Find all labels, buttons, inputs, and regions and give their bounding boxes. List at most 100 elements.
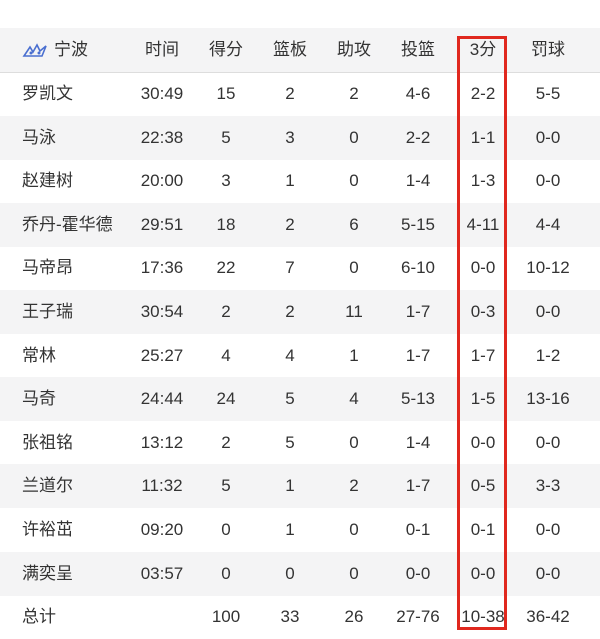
player-name[interactable]: 马泳 <box>22 127 56 147</box>
player-name[interactable]: 王子瑞 <box>22 302 73 321</box>
col-time[interactable]: 时间 <box>145 40 179 59</box>
three-pointers-cell: 1-7 <box>470 345 496 365</box>
points-cell: 22 <box>216 258 236 278</box>
rebounds-cell: 3 <box>285 127 295 147</box>
player-row[interactable]: 乔丹-霍华德 29:51 18 2 6 5-15 4-11 4-4 <box>0 202 600 247</box>
three-pointers-cell: 1-3 <box>470 171 496 191</box>
player-name[interactable]: 许裕茁 <box>22 520 73 539</box>
player-row[interactable]: 兰道尔 11:32 5 1 2 1-7 0-5 3-3 <box>0 464 600 509</box>
assists-cell: 2 <box>349 84 359 103</box>
total-row[interactable]: 总计 100 33 26 27-76 10-38 36-42 <box>0 595 600 639</box>
time-cell: 30:49 <box>140 84 184 103</box>
player-row[interactable]: 马奇 24:44 24 5 4 5-13 1-5 13-16 <box>0 377 600 422</box>
points-cell: 0 <box>221 520 231 539</box>
player-row[interactable]: 罗凯文 30:49 15 2 2 4-6 2-2 5-5 <box>0 72 600 116</box>
time-cell: 03:57 <box>140 563 184 583</box>
field-goals-cell: 1-4 <box>405 171 431 191</box>
rebounds-cell: 2 <box>285 84 295 103</box>
field-goals-cell: 1-4 <box>405 432 431 452</box>
free-throws-cell: 13-16 <box>526 389 570 409</box>
player-name[interactable]: 张祖铭 <box>22 432 73 452</box>
rebounds-cell: 5 <box>285 389 295 409</box>
rebounds-cell: 2 <box>285 214 295 234</box>
player-name[interactable]: 常林 <box>22 345 56 365</box>
points-cell: 4 <box>221 345 231 365</box>
player-name[interactable]: 总计 <box>22 607 56 627</box>
assists-cell: 26 <box>344 607 364 627</box>
field-goals-cell: 4-6 <box>405 84 431 103</box>
free-throws-cell: 0-0 <box>535 302 561 321</box>
player-name[interactable]: 赵建树 <box>22 171 73 191</box>
three-pointers-cell: 0-5 <box>470 476 496 496</box>
free-throws-cell: 4-4 <box>535 214 561 234</box>
field-goals-cell: 1-7 <box>405 345 431 365</box>
field-goals-cell: 6-10 <box>400 258 436 278</box>
rebounds-cell: 1 <box>285 171 295 191</box>
free-throws-cell: 1-2 <box>535 345 561 365</box>
points-cell: 15 <box>216 84 236 103</box>
three-point-highlight-box <box>457 36 507 630</box>
points-cell: 2 <box>221 432 231 452</box>
three-pointers-cell: 4-11 <box>466 214 500 234</box>
free-throws-cell: 0-0 <box>535 520 561 539</box>
player-row[interactable]: 常林 25:27 4 4 1 1-7 1-7 1-2 <box>0 334 600 378</box>
assists-cell: 1 <box>349 345 359 365</box>
assists-cell: 0 <box>349 171 359 191</box>
time-cell: 30:54 <box>140 302 184 321</box>
points-cell: 3 <box>221 171 231 191</box>
rebounds-cell: 33 <box>280 607 300 627</box>
free-throws-cell: 0-0 <box>535 171 561 191</box>
player-row[interactable]: 满奕呈 03:57 0 0 0 0-0 0-0 0-0 <box>0 551 600 596</box>
rebounds-cell: 1 <box>285 520 295 539</box>
field-goals-cell: 27-76 <box>396 607 440 627</box>
three-pointers-cell: 10-38 <box>461 607 505 627</box>
player-name[interactable]: 满奕呈 <box>22 563 73 583</box>
field-goals-cell: 5-15 <box>400 214 436 234</box>
col-rebounds[interactable]: 篮板 <box>273 40 307 59</box>
col-steals-partial[interactable]: 抢 <box>580 28 600 72</box>
points-cell: 5 <box>221 476 231 496</box>
points-cell: 24 <box>216 389 236 409</box>
player-row[interactable]: 许裕茁 09:20 0 1 0 0-1 0-1 0-0 <box>0 508 600 552</box>
col-three-pointers[interactable]: 3分 <box>469 40 497 59</box>
ningbo-team-logo-icon <box>22 42 47 57</box>
time-cell: 17:36 <box>140 258 184 278</box>
col-assists[interactable]: 助攻 <box>337 40 371 59</box>
free-throws-cell: 10-12 <box>526 258 570 278</box>
player-name[interactable]: 罗凯文 <box>22 84 73 103</box>
assists-cell: 2 <box>349 476 359 496</box>
three-pointers-cell: 0-3 <box>470 302 496 321</box>
field-goals-cell: 0-0 <box>405 563 431 583</box>
player-row[interactable]: 张祖铭 13:12 2 5 0 1-4 0-0 0-0 <box>0 421 600 465</box>
player-name[interactable]: 兰道尔 <box>22 476 73 496</box>
assists-cell: 0 <box>349 258 359 278</box>
rebounds-cell: 2 <box>285 302 295 321</box>
rebounds-cell: 5 <box>285 432 295 452</box>
free-throws-cell: 3-3 <box>535 476 561 496</box>
free-throws-cell: 36-42 <box>526 607 570 627</box>
team-name: 宁波 <box>54 40 88 59</box>
col-free-throws[interactable]: 罚球 <box>531 40 565 59</box>
team-header: 宁波 <box>22 28 142 72</box>
player-row[interactable]: 马帝昂 17:36 22 7 0 6-10 0-0 10-12 <box>0 246 600 293</box>
field-goals-cell: 1-7 <box>405 302 431 321</box>
free-throws-cell: 0-0 <box>535 127 561 147</box>
player-name[interactable]: 马帝昂 <box>22 258 73 278</box>
player-row[interactable]: 马泳 22:38 5 3 0 2-2 1-1 0-0 <box>0 115 600 160</box>
assists-cell: 0 <box>349 520 359 539</box>
time-cell: 24:44 <box>140 389 184 409</box>
col-field-goals[interactable]: 投篮 <box>401 40 435 59</box>
assists-cell: 0 <box>349 127 359 147</box>
points-cell: 0 <box>221 563 231 583</box>
player-row[interactable]: 赵建树 20:00 3 1 0 1-4 1-3 0-0 <box>0 159 600 203</box>
time-cell: 13:12 <box>140 432 184 452</box>
assists-cell: 4 <box>349 389 359 409</box>
col-points[interactable]: 得分 <box>209 40 243 59</box>
player-row[interactable]: 王子瑞 30:54 2 2 11 1-7 0-3 0-0 <box>0 290 600 334</box>
player-name[interactable]: 乔丹-霍华德 <box>22 214 113 234</box>
assists-cell: 0 <box>349 563 359 583</box>
player-name[interactable]: 马奇 <box>22 389 56 409</box>
three-pointers-cell: 0-0 <box>470 258 496 278</box>
field-goals-cell: 0-1 <box>405 520 431 539</box>
points-cell: 5 <box>221 127 231 147</box>
